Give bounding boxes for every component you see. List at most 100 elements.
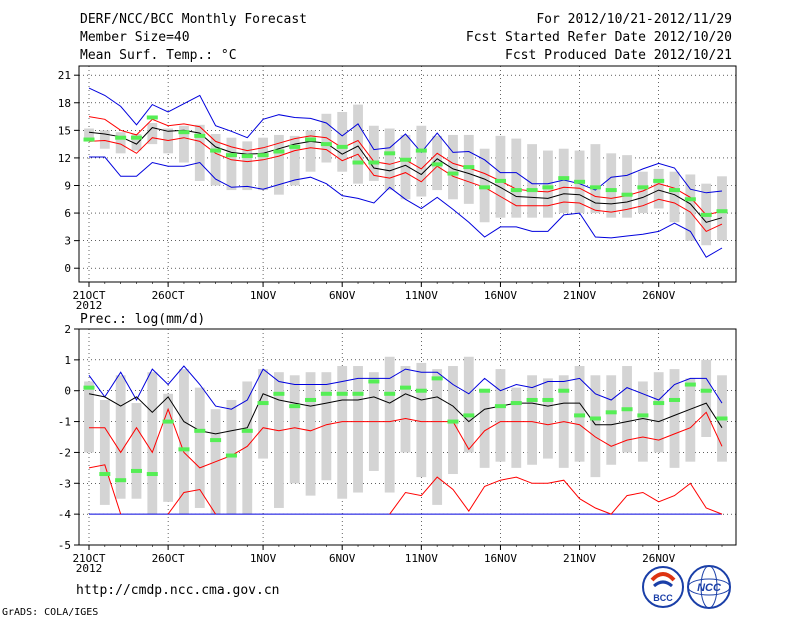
ensemble-box — [258, 369, 268, 459]
ensemble-box — [147, 372, 158, 515]
obs-marker — [621, 192, 633, 197]
ensemble-box — [242, 381, 253, 515]
ensemble-box — [179, 125, 189, 163]
ensemble-box — [273, 134, 284, 195]
obs-marker — [494, 178, 506, 183]
obs-marker — [621, 407, 633, 412]
ensemble-box — [527, 375, 538, 465]
obs-marker — [305, 137, 317, 142]
obs-marker — [463, 165, 475, 170]
ensemble-box — [337, 111, 348, 172]
x-tick-label: 6NOV — [329, 289, 356, 302]
obs-marker — [336, 144, 348, 149]
ensemble-box — [99, 399, 110, 505]
series-max-line — [88, 87, 723, 194]
obs-marker — [352, 391, 364, 396]
obs-marker — [684, 197, 696, 202]
forecast-produced-date: Fcst Produced Date 2012/10/21 — [505, 48, 732, 63]
forecast-period: For 2012/10/21-2012/11/29 — [536, 12, 732, 27]
ensemble-box — [416, 125, 427, 197]
obs-marker — [241, 154, 253, 159]
ensemble-box — [194, 124, 205, 181]
precip-panel-title: Prec.: log(mm/d) — [80, 312, 206, 327]
x-tick-label: 11NOV — [405, 289, 438, 302]
ensemble-box — [590, 144, 601, 214]
series-spread-hi-line — [89, 407, 723, 469]
ensemble-box — [527, 144, 538, 218]
obs-marker — [637, 185, 649, 190]
obs-marker — [99, 472, 111, 477]
series-mean-line — [88, 393, 723, 435]
y-tick-label: 2 — [64, 323, 71, 336]
x-tick-label: 26NOV — [642, 552, 675, 565]
obs-marker — [669, 188, 681, 193]
ensemble-box — [337, 366, 348, 499]
ensemble-box — [84, 381, 94, 453]
ensemble-box — [653, 168, 664, 209]
x-tick-label: 16NOV — [484, 289, 517, 302]
obs-marker — [431, 376, 443, 381]
obs-marker — [352, 160, 364, 165]
ensemble-box — [511, 387, 522, 468]
x-tick-label: 21OCT — [72, 552, 105, 565]
y-tick-label: 15 — [58, 124, 71, 137]
chart-title: DERF/NCC/BCC Monthly Forecast — [80, 12, 307, 27]
y-tick-label: -1 — [58, 416, 71, 429]
y-tick-label: 1 — [64, 354, 71, 367]
obs-marker — [558, 176, 570, 181]
obs-marker — [225, 153, 237, 158]
obs-marker — [289, 144, 301, 149]
member-size: Member Size=40 — [80, 30, 190, 45]
series-spread-lo-line — [88, 464, 122, 515]
obs-marker — [146, 115, 158, 120]
obs-marker — [225, 453, 237, 458]
ensemble-box — [669, 171, 680, 223]
obs-marker — [368, 160, 380, 165]
obs-marker — [415, 148, 427, 153]
obs-marker — [241, 428, 253, 433]
ensemble-box — [289, 135, 300, 186]
ensemble-box — [637, 171, 648, 214]
obs-marker — [178, 130, 190, 135]
obs-marker — [384, 151, 396, 156]
ensemble-box — [463, 134, 474, 204]
source-url[interactable]: http://cmdp.ncc.cma.gov.cn — [76, 583, 280, 598]
ensemble-box — [131, 134, 142, 151]
ensemble-box — [289, 375, 300, 484]
obs-marker — [447, 171, 459, 176]
ensemble-box — [179, 369, 189, 515]
obs-marker — [162, 419, 174, 424]
ensemble-box — [210, 134, 221, 186]
obs-marker — [669, 397, 681, 402]
obs-marker — [526, 397, 538, 402]
ensemble-box — [511, 138, 522, 218]
series-mean-line — [88, 127, 723, 223]
ensemble-box — [463, 356, 474, 453]
ensemble-box — [400, 366, 411, 453]
obs-marker — [210, 148, 222, 153]
y-tick-label: -2 — [58, 446, 71, 459]
obs-marker — [210, 438, 222, 443]
y-tick-label: 0 — [64, 385, 71, 398]
x-tick-label: 21OCT — [72, 289, 105, 302]
x-tick-label: 21NOV — [563, 552, 596, 565]
ensemble-box — [305, 130, 316, 172]
obs-marker — [479, 185, 491, 190]
obs-marker — [415, 388, 427, 393]
obs-marker — [194, 133, 206, 138]
ensemble-box — [194, 387, 205, 508]
obs-marker — [463, 413, 475, 418]
obs-marker — [273, 149, 285, 154]
ensemble-box — [163, 393, 174, 502]
obs-marker — [400, 157, 411, 162]
obs-marker — [83, 137, 95, 142]
ensemble-box — [400, 134, 411, 200]
x-tick-label: 26OCT — [152, 552, 185, 565]
ensemble-box — [622, 155, 632, 218]
ensemble-box — [590, 375, 601, 478]
obs-marker — [510, 188, 522, 193]
obs-marker — [130, 135, 142, 140]
y-tick-label: 6 — [64, 207, 71, 220]
y-tick-label: 21 — [58, 69, 71, 82]
